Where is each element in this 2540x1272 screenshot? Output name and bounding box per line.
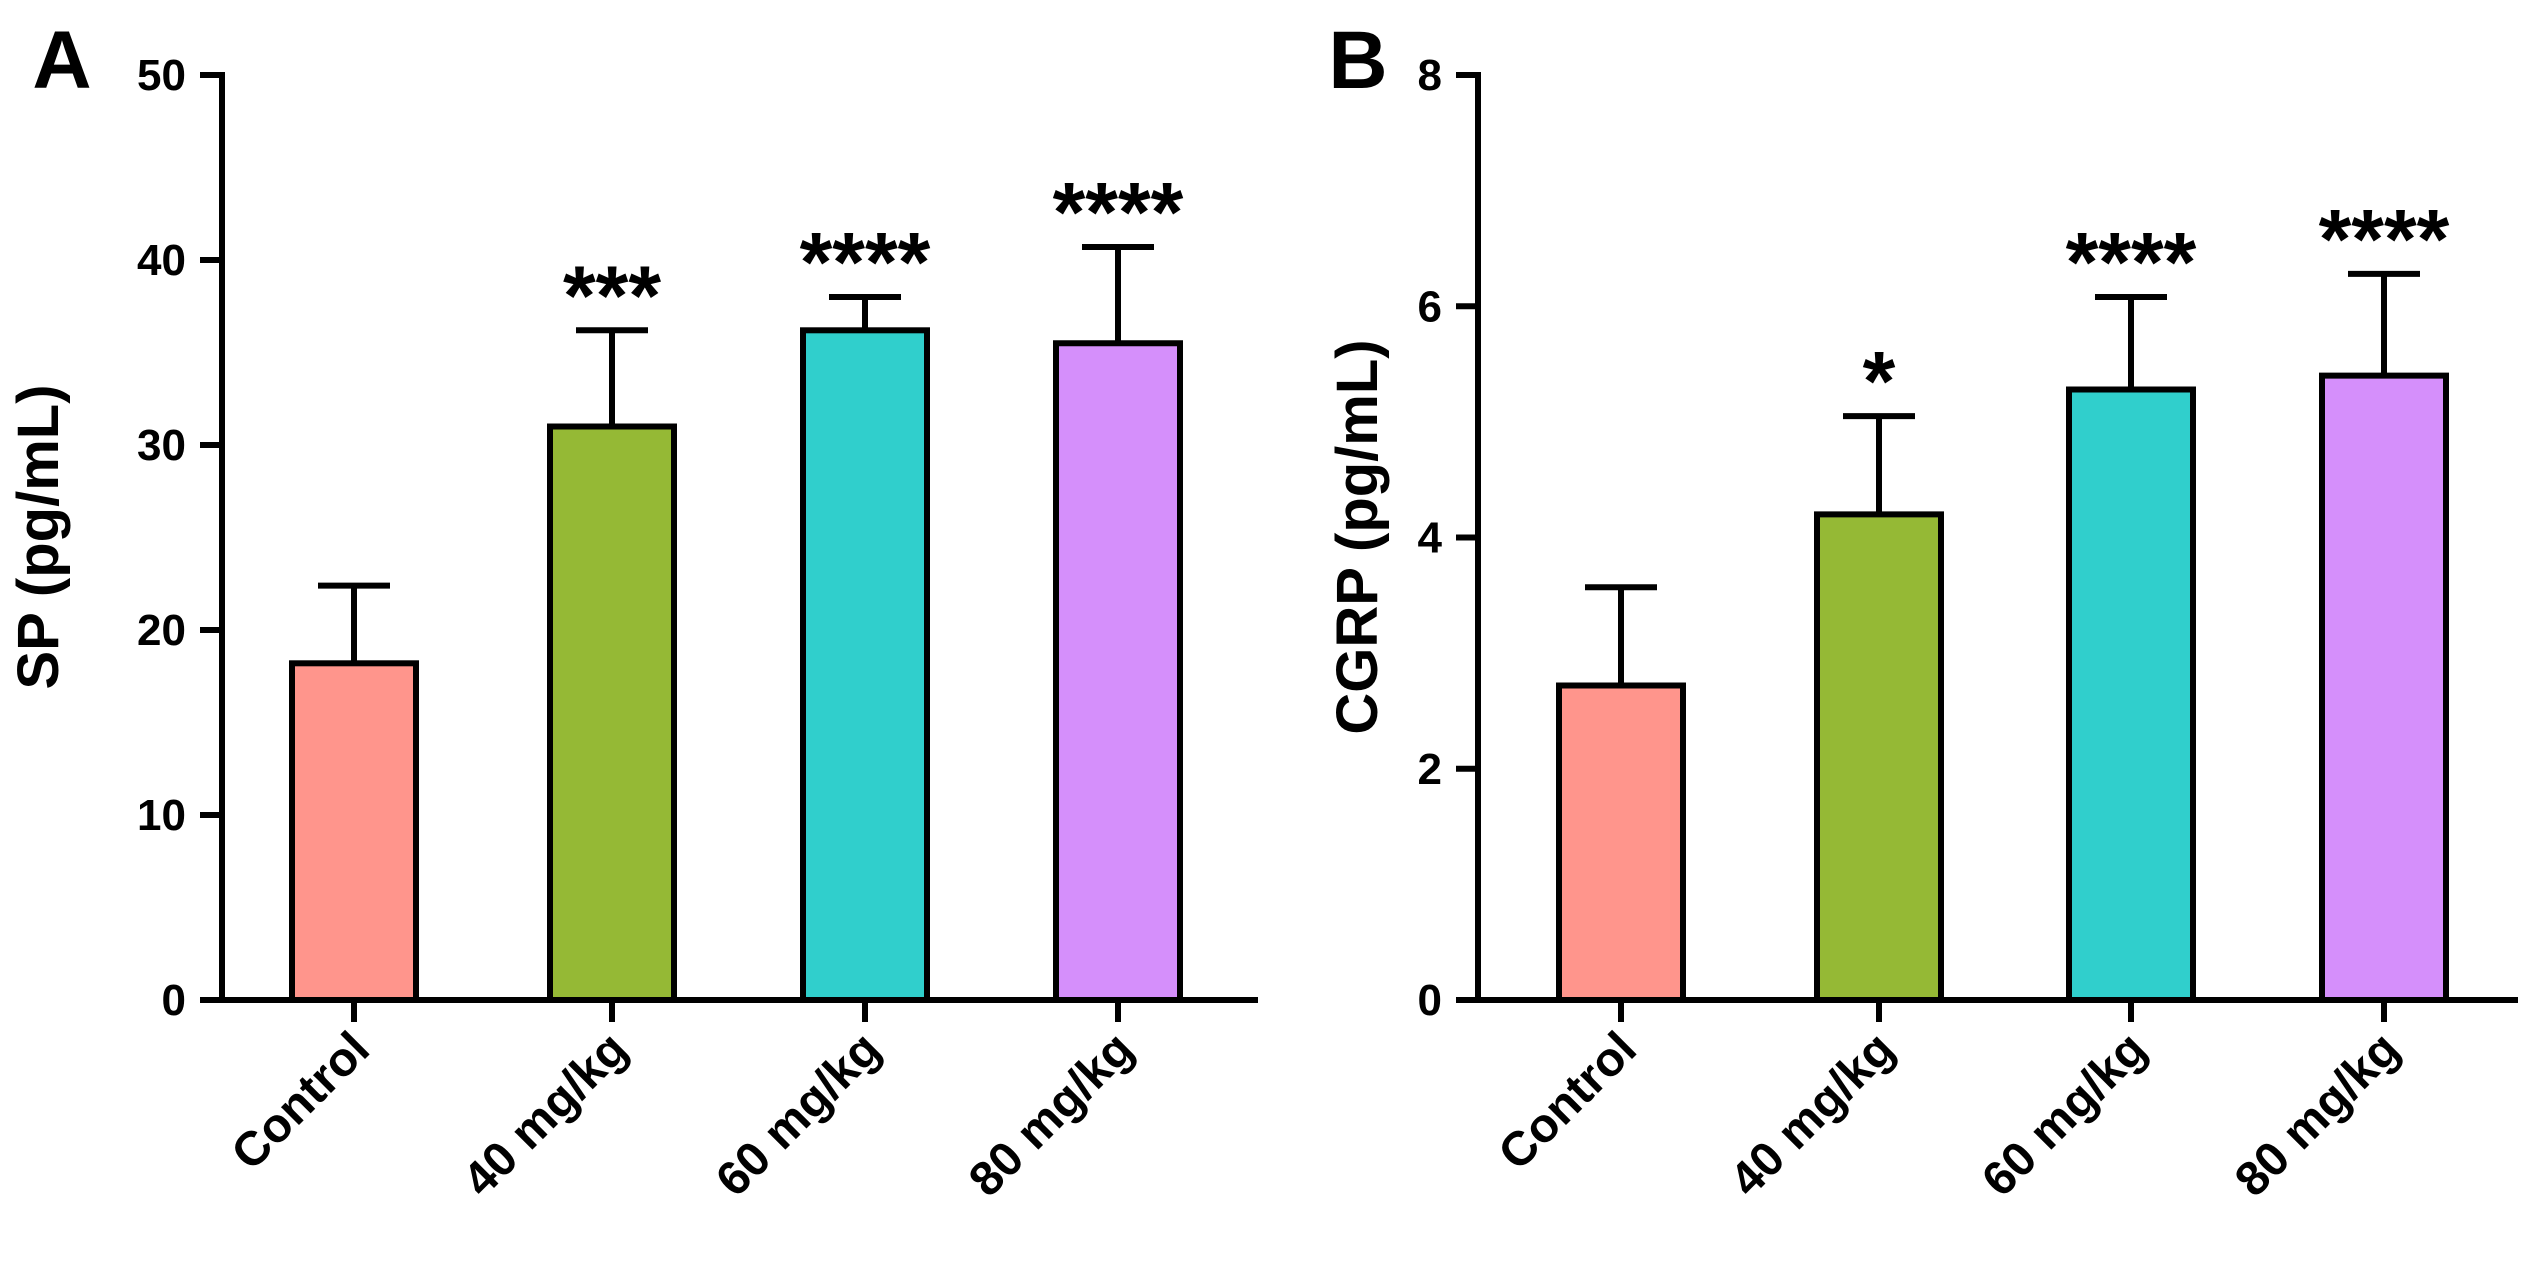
x-tick-label: 40 mg/kg bbox=[453, 1022, 638, 1207]
x-tick-label: 40 mg/kg bbox=[1720, 1022, 1905, 1207]
significance-label: **** bbox=[2319, 192, 2450, 286]
x-tick-label: 60 mg/kg bbox=[706, 1022, 891, 1207]
bar bbox=[2066, 386, 2196, 1003]
panel-letter: B bbox=[1328, 15, 1387, 106]
y-tick-label: 0 bbox=[162, 976, 186, 1025]
x-tick-label: 60 mg/kg bbox=[1972, 1022, 2157, 1207]
significance-label: *** bbox=[563, 248, 661, 342]
bar bbox=[1814, 511, 1944, 1003]
bar bbox=[1556, 682, 1686, 1003]
bar bbox=[547, 423, 677, 1003]
y-tick-label: 30 bbox=[137, 421, 186, 470]
bar bbox=[2319, 372, 2449, 1003]
significance-label: **** bbox=[2066, 215, 2197, 309]
y-tick-label: 6 bbox=[1418, 282, 1442, 331]
x-tick-label: Control bbox=[222, 1022, 380, 1180]
y-tick-label: 10 bbox=[137, 791, 186, 840]
significance-label: * bbox=[1863, 334, 1896, 428]
y-axis-label: CGRP (pg/mL) bbox=[1325, 339, 1390, 734]
y-tick-label: 2 bbox=[1418, 745, 1442, 794]
significance-label: **** bbox=[1053, 165, 1184, 259]
x-tick-label: 80 mg/kg bbox=[959, 1022, 1144, 1207]
y-axis-label: SP (pg/mL) bbox=[6, 384, 71, 689]
bar bbox=[800, 327, 930, 1003]
y-tick-label: 4 bbox=[1418, 514, 1443, 563]
bar bbox=[289, 660, 419, 1003]
panel-letter: A bbox=[32, 15, 91, 106]
x-tick-label: 80 mg/kg bbox=[2225, 1022, 2410, 1207]
y-tick-label: 50 bbox=[137, 51, 186, 100]
significance-label: **** bbox=[800, 215, 931, 309]
y-tick-label: 20 bbox=[137, 606, 186, 655]
bar bbox=[1053, 340, 1183, 1003]
y-tick-label: 0 bbox=[1418, 976, 1442, 1025]
y-tick-label: 40 bbox=[137, 236, 186, 285]
x-tick-label: Control bbox=[1489, 1022, 1647, 1180]
y-tick-label: 8 bbox=[1418, 51, 1442, 100]
